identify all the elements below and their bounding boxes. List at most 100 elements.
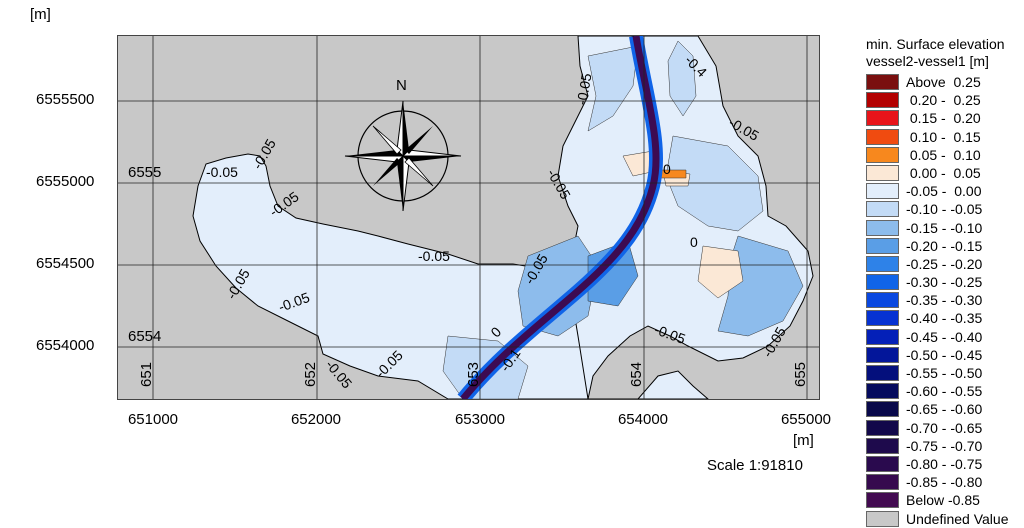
legend-label: -0.15 - -0.10 [906, 219, 983, 236]
legend-label: Below -0.85 [906, 492, 980, 509]
legend-label: Above 0.25 [906, 74, 981, 90]
legend-label: 0.15 - 0.20 [906, 110, 981, 127]
legend-item: -0.35 - -0.30 [866, 291, 1024, 309]
legend-label: -0.30 - -0.25 [906, 274, 983, 291]
legend-item: -0.55 - -0.50 [866, 364, 1024, 382]
legend-item: 0.10 - 0.15 [866, 128, 1024, 146]
legend-swatch [866, 110, 899, 127]
legend-item: 0.20 - 0.25 [866, 91, 1024, 109]
legend-item: -0.80 - -0.75 [866, 455, 1024, 473]
legend-swatch [866, 383, 899, 400]
x-tick-label: 652000 [290, 411, 342, 428]
legend-label: -0.85 - -0.80 [906, 474, 983, 491]
y-axis-unit: [m] [30, 6, 51, 23]
legend-item: -0.05 - 0.00 [866, 182, 1024, 200]
x-axis-unit: [m] [793, 432, 814, 449]
legend-label: -0.75 - -0.70 [906, 437, 983, 454]
legend-item: 0.05 - 0.10 [866, 146, 1024, 164]
legend-item: 0.00 - 0.05 [866, 164, 1024, 182]
contour-patch [517, 235, 599, 337]
legend-item: -0.50 - -0.45 [866, 346, 1024, 364]
contour-label: 0 [663, 161, 671, 177]
legend-item: -0.65 - -0.60 [866, 400, 1024, 418]
legend-item: Above 0.25 [866, 73, 1024, 91]
scale-label: Scale 1:91810 [707, 457, 803, 474]
legend-item: -0.60 - -0.55 [866, 382, 1024, 400]
legend-swatch [866, 474, 899, 491]
legend-label: -0.65 - -0.60 [906, 401, 983, 418]
legend-label: -0.40 - -0.35 [906, 310, 983, 327]
grid-label: 6555 [128, 164, 162, 181]
legend-swatch [866, 74, 899, 90]
legend-item: -0.40 - -0.35 [866, 309, 1024, 327]
legend-item: -0.15 - -0.10 [866, 219, 1024, 237]
y-tick-label: 6554000 [36, 337, 95, 354]
legend-swatch [866, 274, 899, 291]
legend-swatch [866, 201, 899, 218]
legend-item: -0.10 - -0.05 [866, 200, 1024, 218]
legend-label: 0.20 - 0.25 [906, 92, 981, 109]
y-tick-label: 6555500 [36, 91, 95, 108]
legend-swatch [866, 510, 899, 527]
legend-swatch [866, 437, 899, 454]
grid-label: 655 [792, 361, 810, 388]
legend-label: -0.10 - -0.05 [906, 201, 983, 218]
legend-swatch [866, 219, 899, 236]
legend-label: 0.00 - 0.05 [906, 164, 981, 181]
legend-swatch [866, 401, 899, 418]
y-tick-label: 6554500 [36, 255, 95, 272]
grid-label: 654 [628, 361, 646, 388]
y-tick-label: 6555000 [36, 173, 95, 190]
legend-label: Undefined Value [906, 510, 1009, 527]
legend-swatch [866, 255, 899, 272]
contour-patch [667, 40, 697, 117]
legend-swatch [866, 183, 899, 200]
legend-swatch [866, 346, 899, 363]
grid-lines [118, 36, 819, 399]
legend-swatch [866, 146, 899, 163]
legend-subtitle: vessel2-vessel1 [m] [866, 53, 989, 69]
legend-swatch [866, 292, 899, 309]
legend-swatch [866, 237, 899, 254]
legend-swatch [866, 128, 899, 145]
legend-item: Undefined Value [866, 510, 1024, 528]
legend-label: -0.50 - -0.45 [906, 346, 983, 363]
legend-item: Below -0.85 [866, 491, 1024, 509]
legend-label: -0.05 - 0.00 [906, 183, 982, 200]
contour-label: 0 [690, 234, 698, 250]
x-tick-label: 655000 [780, 411, 832, 428]
legend-items: Above 0.25 0.20 - 0.25 0.15 - 0.20 0.10 … [866, 73, 1024, 528]
legend-label: -0.70 - -0.65 [906, 419, 983, 436]
legend-swatch [866, 328, 899, 345]
legend-label: -0.20 - -0.15 [906, 237, 983, 254]
legend: min. Surface elevation vessel2-vessel1 [… [866, 36, 1024, 528]
legend-item: -0.30 - -0.25 [866, 273, 1024, 291]
x-tick-label: 653000 [454, 411, 506, 428]
legend-item: -0.70 - -0.65 [866, 419, 1024, 437]
legend-label: -0.60 - -0.55 [906, 383, 983, 400]
legend-item: -0.25 - -0.20 [866, 255, 1024, 273]
map-canvas[interactable]: N 6555 6554 651 652 653 654 655 -0.05 -0… [117, 35, 820, 400]
compass-rose-icon [344, 100, 462, 212]
legend-item: -0.75 - -0.70 [866, 437, 1024, 455]
x-tick-label: 651000 [127, 411, 179, 428]
legend-item: -0.85 - -0.80 [866, 473, 1024, 491]
legend-swatch [866, 455, 899, 472]
north-label: N [396, 77, 407, 94]
grid-label: 6554 [128, 328, 162, 345]
legend-swatch [866, 419, 899, 436]
legend-label: -0.55 - -0.50 [906, 365, 983, 381]
legend-item: 0.15 - 0.20 [866, 109, 1024, 127]
legend-title: min. Surface elevation [866, 36, 1005, 52]
contour-patch [697, 245, 744, 299]
grid-label: 652 [302, 361, 320, 388]
legend-swatch [866, 365, 899, 381]
contour-label: -0.05 [206, 164, 238, 180]
legend-swatch [866, 310, 899, 327]
legend-swatch [866, 492, 899, 509]
legend-label: -0.80 - -0.75 [906, 455, 983, 472]
legend-label: -0.45 - -0.40 [906, 328, 983, 345]
contour-label: -0.05 [418, 248, 450, 264]
x-tick-label: 654000 [617, 411, 669, 428]
legend-item: -0.20 - -0.15 [866, 237, 1024, 255]
